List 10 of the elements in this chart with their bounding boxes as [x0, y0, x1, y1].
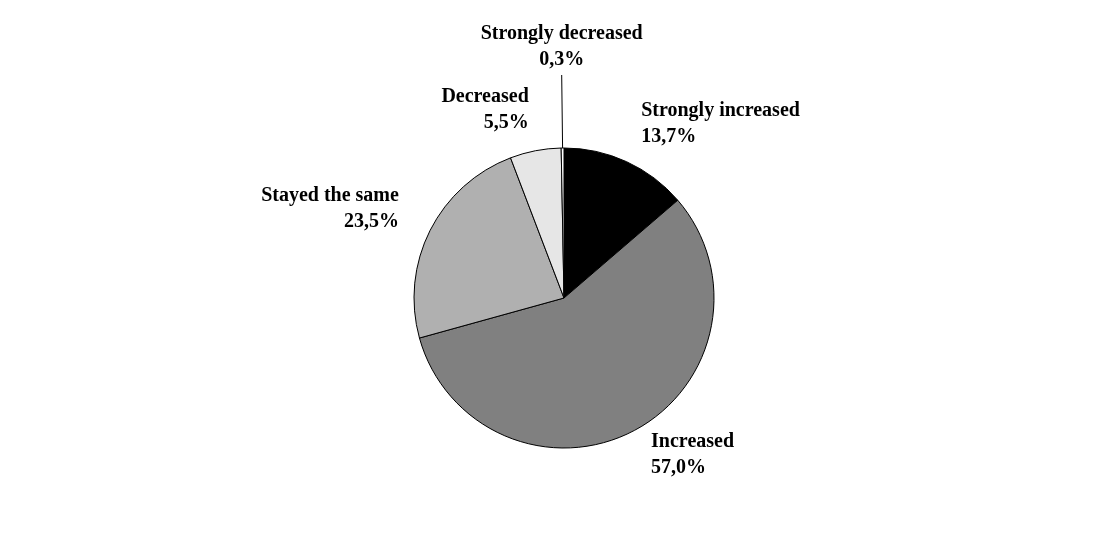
data-label: 23,5% [343, 208, 399, 231]
data-label: 0,3% [539, 47, 585, 70]
slice-label: Decreased [441, 84, 529, 107]
slice-label: Increased [651, 429, 735, 452]
data-label: 13,7% [641, 123, 697, 146]
data-label: 5,5% [483, 110, 529, 133]
slice-label: Strongly increased [641, 97, 800, 121]
data-label: 57,0% [651, 455, 707, 478]
slice-label: Strongly decreased [480, 21, 643, 45]
slice-label: Stayed the same [261, 182, 400, 206]
